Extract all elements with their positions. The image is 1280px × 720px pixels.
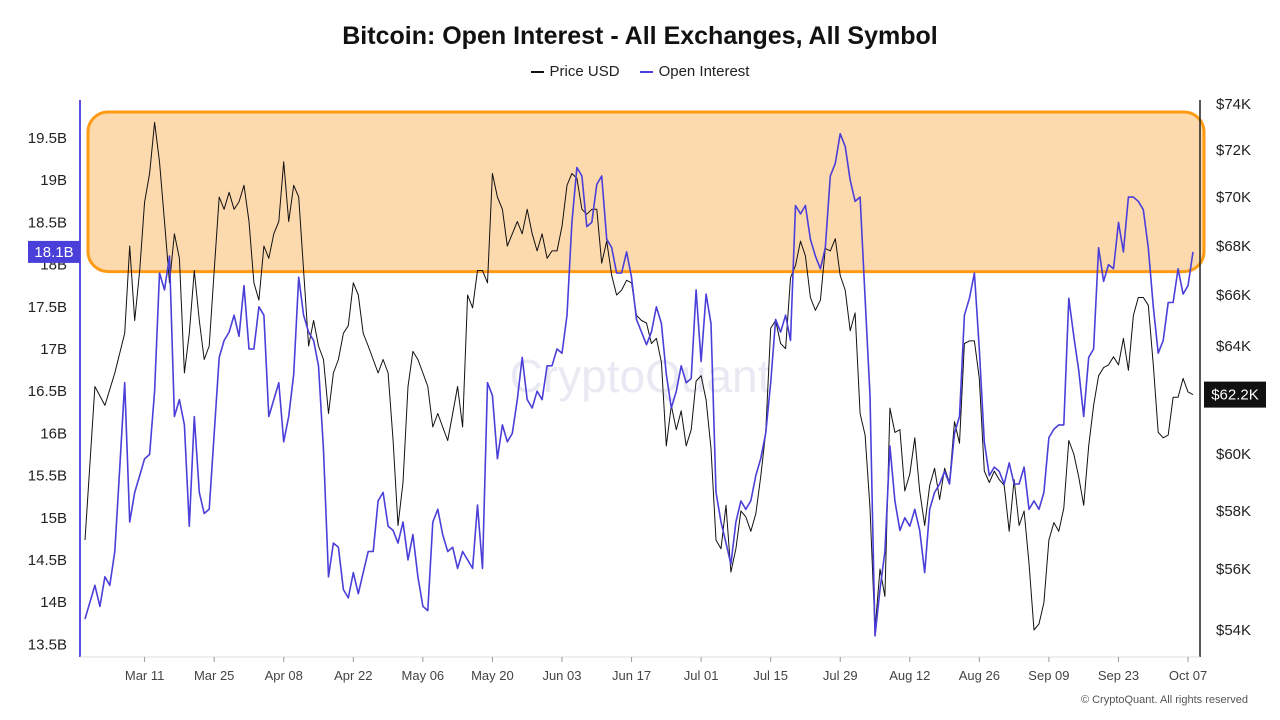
- y-right-tick-label: $58K: [1216, 503, 1251, 520]
- x-tick-label: Mar 11: [125, 668, 165, 683]
- y-left-tick-label: 19.5B: [28, 130, 67, 147]
- y-left-tick-label: 16B: [40, 425, 67, 442]
- y-right-tick-label: $56K: [1216, 561, 1251, 578]
- y-left-tick-label: 19B: [40, 172, 67, 189]
- highlight-zone: [86, 110, 1206, 274]
- x-tick-label: May 20: [471, 668, 514, 683]
- y-right-tick-label: $70K: [1216, 189, 1251, 206]
- y-right-tick-label: $74K: [1216, 96, 1251, 113]
- open-interest-last-value: 18.1B: [34, 244, 73, 261]
- watermark: CryptoQuant: [510, 350, 771, 402]
- legend-oi-label: Open Interest: [658, 63, 750, 80]
- y-right-tick-label: $66K: [1216, 287, 1251, 304]
- price-last-badge: [1204, 381, 1266, 408]
- y-left-tick-label: 18.5B: [28, 214, 67, 231]
- y-left-tick-label: 15.5B: [28, 468, 67, 485]
- chart-title: Bitcoin: Open Interest - All Exchanges, …: [342, 22, 938, 50]
- y-right-tick-label: $54K: [1216, 622, 1251, 639]
- x-tick-label: Jul 01: [684, 668, 719, 683]
- x-tick-label: Aug 26: [959, 668, 1000, 683]
- y-left-tick-label: 14.5B: [28, 552, 67, 569]
- y-left-tick-label: 13.5B: [28, 636, 67, 653]
- legend: Price USD Open Interest: [0, 63, 1280, 80]
- x-tick-label: Jul 15: [753, 668, 788, 683]
- y-right-tick-label: $72K: [1216, 142, 1251, 159]
- y-right-tick-label: $68K: [1216, 238, 1251, 255]
- legend-item-open-interest[interactable]: Open Interest: [639, 63, 750, 80]
- y-left-tick-label: 17.5B: [28, 299, 67, 316]
- x-tick-label: Apr 22: [334, 668, 372, 683]
- x-tick-label: Apr 08: [265, 668, 303, 683]
- y-right-tick-label: $64K: [1216, 338, 1251, 355]
- copyright-text: © CryptoQuant. All rights reserved: [1080, 694, 1248, 706]
- price-usd-line: [84, 121, 1194, 631]
- x-tick-label: Sep 23: [1098, 668, 1139, 683]
- y-left-tick-label: 16.5B: [28, 383, 67, 400]
- price-last-value: $62.2K: [1211, 387, 1259, 404]
- x-tick-label: Aug 12: [889, 668, 930, 683]
- x-tick-label: Jul 29: [823, 668, 858, 683]
- legend-item-price[interactable]: Price USD: [530, 63, 620, 80]
- legend-price-label: Price USD: [549, 63, 620, 80]
- y-left-tick-label: 17B: [40, 341, 67, 358]
- y-left-tick-label: 15B: [40, 510, 67, 527]
- open-interest-line: [84, 133, 1194, 637]
- x-tick-label: Jun 17: [612, 668, 651, 683]
- x-tick-label: Jun 03: [542, 668, 581, 683]
- y-right-tick-label: $60K: [1216, 446, 1251, 463]
- x-tick-label: May 06: [402, 668, 445, 683]
- x-tick-label: Sep 09: [1028, 668, 1069, 683]
- open-interest-last-badge: [28, 240, 80, 263]
- legend-price-swatch: [530, 70, 544, 73]
- legend-oi-swatch: [639, 70, 653, 73]
- y-left-tick-label: 14B: [40, 594, 67, 611]
- x-tick-label: Mar 25: [194, 668, 234, 683]
- x-tick-label: Oct 07: [1169, 668, 1207, 683]
